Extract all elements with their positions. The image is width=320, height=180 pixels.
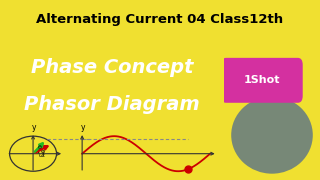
- Text: y: y: [32, 123, 36, 132]
- Text: θ: θ: [38, 145, 42, 150]
- Text: y: y: [81, 123, 86, 132]
- Text: ωt: ωt: [39, 153, 46, 158]
- Text: Phase Concept: Phase Concept: [31, 58, 193, 77]
- Text: Phasor Diagram: Phasor Diagram: [24, 95, 200, 114]
- Text: φ: φ: [41, 149, 45, 154]
- FancyBboxPatch shape: [221, 58, 303, 103]
- Ellipse shape: [250, 59, 294, 99]
- Text: Alternating Current 04 Class12th: Alternating Current 04 Class12th: [36, 13, 284, 26]
- Text: 1Shot: 1Shot: [244, 75, 280, 85]
- Ellipse shape: [231, 96, 313, 174]
